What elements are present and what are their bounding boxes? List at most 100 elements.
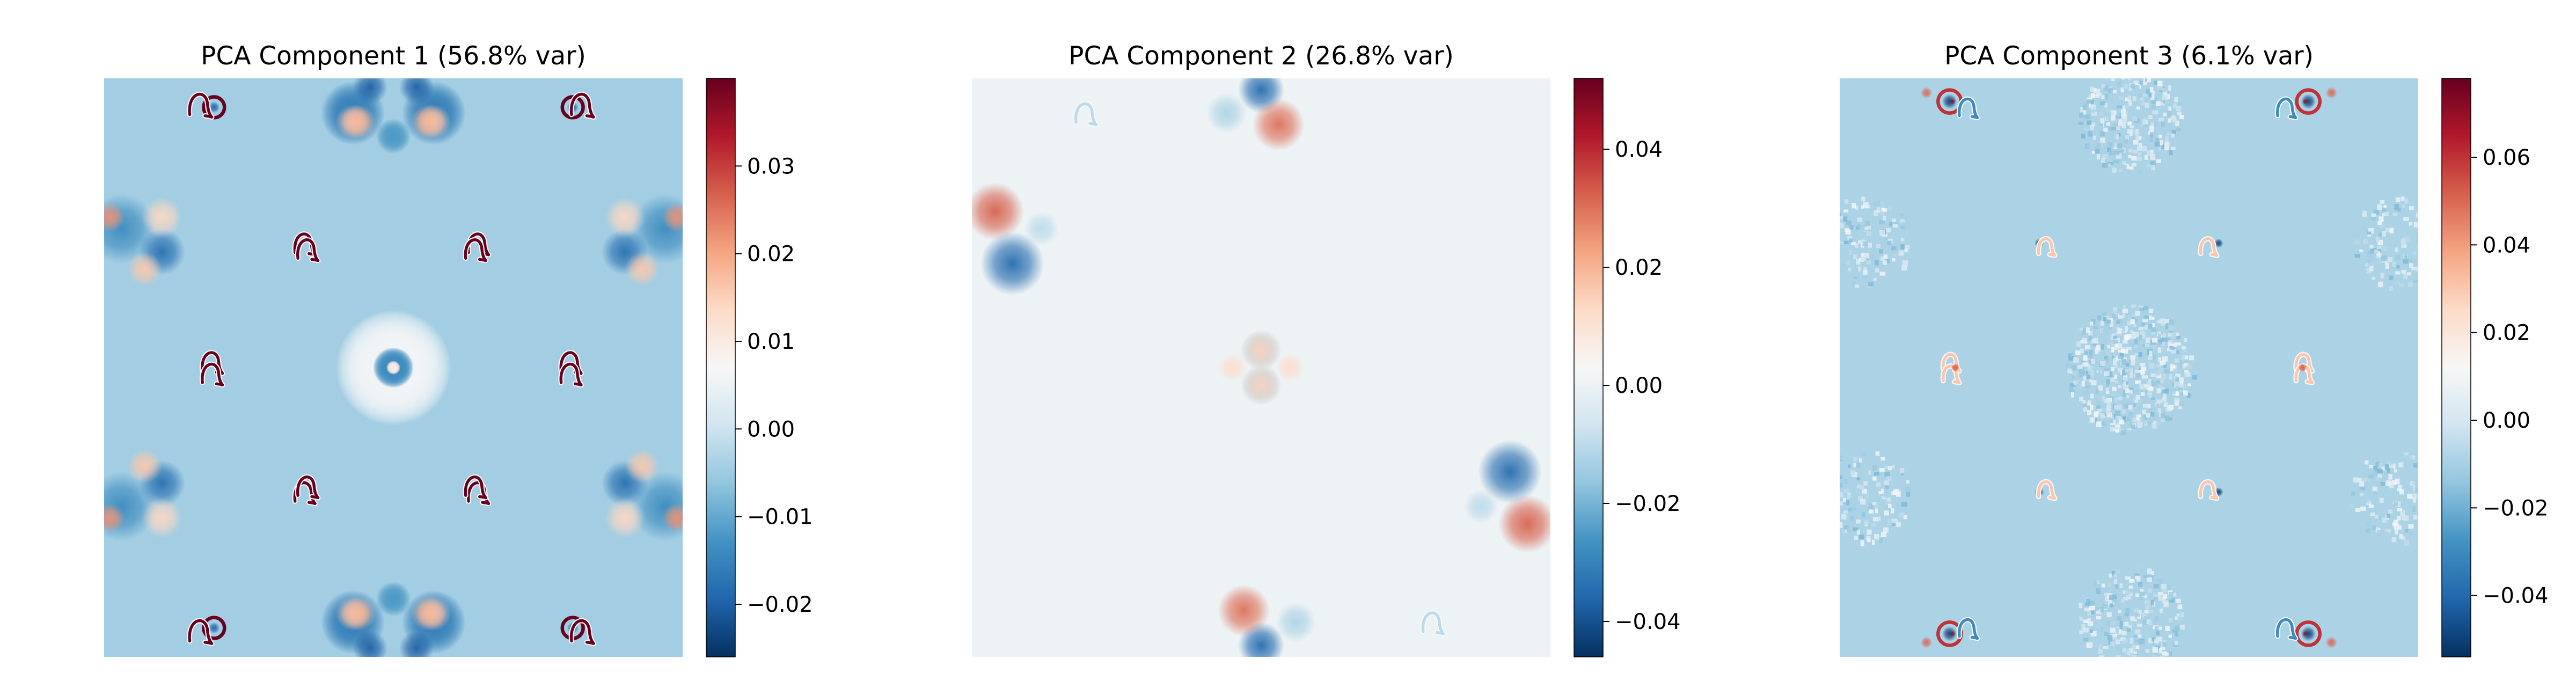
heatmap-1-feature-18-2 <box>201 363 224 387</box>
heatmap-3-feature-8-1 <box>2214 238 2223 248</box>
panel-2-title: PCA Component 2 (26.8% var) <box>1069 41 1454 71</box>
heatmap-3-feature-1-0 <box>2078 78 2184 174</box>
heatmap-3-feature-3-0 <box>1942 94 1957 109</box>
heatmap-3-feature-9-2 <box>2037 480 2057 500</box>
heatmap-2-feature-8-0 <box>1218 353 1247 382</box>
heatmap-1 <box>104 78 683 657</box>
heatmap-2-feature-4-1 <box>1478 440 1542 504</box>
heatmap-3-feature-2-3 <box>2350 451 2418 546</box>
heatmap-1-feature-11-1 <box>604 196 645 238</box>
heatmap-2-feature-9-0 <box>1074 102 1097 126</box>
colorbar-1-tick-label: 0.01 <box>747 330 795 354</box>
heatmap-1-feature-18-0 <box>201 351 224 375</box>
colorbar-3-tick-label: 0.00 <box>2483 408 2530 433</box>
heatmap-3-feature-2-1 <box>2353 196 2418 291</box>
heatmap-3-feature-9-1 <box>2199 237 2219 257</box>
heatmap-1-feature-19-3 <box>464 238 487 262</box>
heatmap-1-feature-7-1 <box>399 78 434 105</box>
heatmap-2-feature-3-0 <box>972 182 1024 240</box>
heatmap-1-feature-11-2 <box>142 497 182 539</box>
heatmap-3-feature-9-3 <box>2199 480 2219 500</box>
panel-1-title: PCA Component 1 (56.8% var) <box>201 41 586 71</box>
heatmap-3-feature-4-1 <box>2302 98 2309 105</box>
heatmap-1-feature-19-1 <box>464 475 487 500</box>
heatmap-3 <box>1840 78 2418 657</box>
heatmap-3-feature-10-1 <box>2294 353 2314 373</box>
heatmap-1-feature-8-1 <box>376 119 411 154</box>
heatmap-1-feature-6-0 <box>411 104 446 140</box>
heatmap-3-features <box>1840 78 2418 657</box>
heatmap-1-feature-16-3 <box>569 619 595 645</box>
panel-pca-component-1: PCA Component 1 (56.8% var) 0.03 0.02 0.01… <box>104 41 813 657</box>
heatmap-2-feature-7-0 <box>1241 364 1282 406</box>
colorbar-2-tick-label: −0.04 <box>1615 610 1681 634</box>
colorbar-1-tick-label: −0.02 <box>747 592 813 617</box>
heatmap-1-feature-11-0 <box>142 196 182 238</box>
colorbar-3-tick-label: 0.02 <box>2483 321 2530 346</box>
heatmap-2-image <box>972 78 1550 657</box>
heatmap-1-feature-16-1 <box>569 93 595 119</box>
heatmap-1-feature-16-0 <box>188 93 214 119</box>
heatmap-3-feature-7-1 <box>2276 97 2297 120</box>
heatmap-3-feature-3-2 <box>1942 626 1957 641</box>
colorbar-3-tick-label: 0.04 <box>2483 233 2530 258</box>
colorbar-3-gradient <box>2441 78 2471 657</box>
heatmap-2-feature-9-1 <box>1421 611 1445 635</box>
heatmap-3-feature-6-3 <box>2295 620 2322 647</box>
heatmap-2-feature-5-0 <box>1024 211 1059 246</box>
heatmap-1-feature-12-0 <box>104 202 125 232</box>
heatmap-1-features <box>104 78 683 657</box>
heatmap-1-feature-12-1 <box>662 202 683 232</box>
heatmap-2 <box>972 78 1550 657</box>
heatmap-2-feature-4-0 <box>980 231 1044 296</box>
panel-pca-component-3: PCA Component 3 (6.1% var) 0.060.040.020… <box>1840 41 2549 657</box>
colorbar-2-tick-label: 0.02 <box>1615 255 1663 280</box>
heatmap-3-feature-5-2 <box>1920 636 1933 648</box>
colorbar-3-tick-label: 0.06 <box>2483 145 2530 170</box>
heatmap-1-image <box>104 78 683 657</box>
colorbar-3-tick-label: −0.04 <box>2483 584 2549 609</box>
heatmap-3-feature-1-1 <box>2079 78 2182 173</box>
heatmap-1-feature-18-1 <box>559 351 583 375</box>
heatmap-2-feature-5-1 <box>1463 489 1498 524</box>
heatmap-1-feature-16-2 <box>188 619 214 645</box>
heatmap-1-feature-14-2 <box>202 616 226 640</box>
heatmap-2-feature-7-1 <box>1241 330 1282 371</box>
heatmap-1-feature-11-3 <box>604 497 645 539</box>
heatmap-1-feature-13-0 <box>127 252 162 287</box>
heatmap-3-feature-7-2 <box>1958 618 1979 640</box>
heatmap-1-feature-19-2 <box>296 238 320 262</box>
colorbar-1-tick-label: 0.03 <box>747 154 795 179</box>
heatmap-3-feature-2-2 <box>1840 451 1911 546</box>
heatmap-1-feature-15-2 <box>208 622 220 634</box>
heatmap-3-image <box>1840 78 2418 657</box>
colorbar-2: 0.04 0.02 0.00 −0.02 −0.04 <box>1574 78 1681 657</box>
heatmap-3-feature-10-3 <box>2294 364 2314 384</box>
heatmap-1-feature-15-0 <box>208 101 220 113</box>
heatmap-3-feature-5-1 <box>2325 87 2338 99</box>
heatmap-3-background <box>1840 78 2418 657</box>
colorbar-1-gradient <box>706 78 736 657</box>
heatmap-2-feature-1-0 <box>1252 98 1305 151</box>
colorbar-1: 0.03 0.02 0.01 0.00 −0.01 −0.02 <box>706 78 813 657</box>
heatmap-1-feature-6-3 <box>341 596 376 631</box>
heatmap-1-feature-7-2 <box>353 631 388 657</box>
heatmap-2-feature-2-0 <box>1206 92 1247 134</box>
colorbar-1-tick-label: −0.01 <box>747 505 813 530</box>
heatmap-3-feature-2-0 <box>1840 196 1910 289</box>
heatmap-1-feature-6-2 <box>411 596 446 631</box>
heatmap-3-feature-4-3 <box>2302 631 2309 637</box>
heatmap-3-feature-7-3 <box>2276 618 2297 640</box>
heatmap-2-features <box>972 78 1550 657</box>
colorbar-1-tick-label: 0.00 <box>747 417 795 442</box>
heatmap-3-feature-5-3 <box>2325 636 2338 648</box>
colorbar-2-tick-label: 0.04 <box>1615 137 1663 162</box>
heatmap-3-feature-7-0 <box>1958 97 1979 120</box>
colorbar-3-tick-label: −0.02 <box>2483 496 2549 521</box>
heatmap-1-feature-7-3 <box>399 631 434 657</box>
heatmap-2-feature-8-1 <box>1275 353 1305 382</box>
heatmap-3-feature-10-2 <box>1942 364 1961 384</box>
colorbar-2-tick-label: −0.02 <box>1615 492 1681 516</box>
heatmap-2-feature-3-1 <box>1498 495 1550 553</box>
